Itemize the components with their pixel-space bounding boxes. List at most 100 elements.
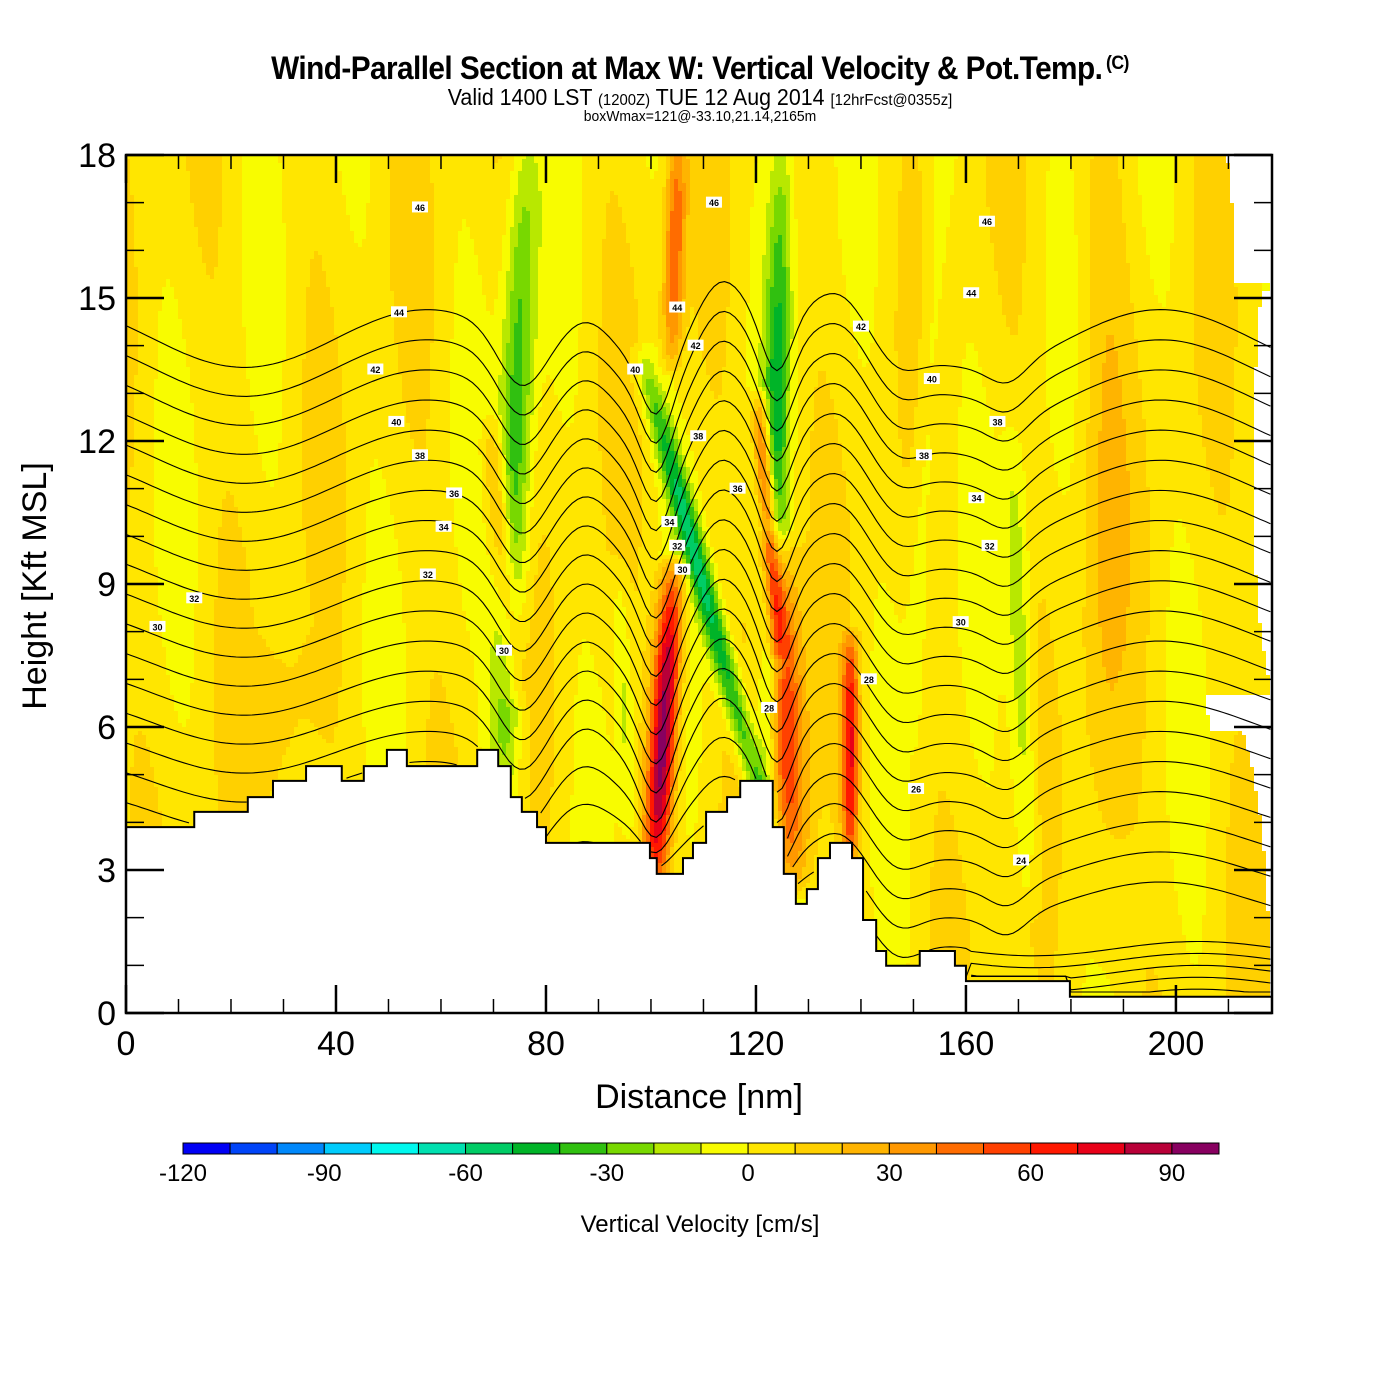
w-cell [134, 231, 198, 235]
w-cell [134, 255, 202, 259]
w-cell [486, 303, 494, 307]
w-cell [654, 371, 662, 375]
w-cell [670, 191, 674, 195]
w-cell [770, 171, 786, 175]
w-cell [686, 255, 730, 259]
w-cell [538, 163, 582, 167]
w-cell [1086, 539, 1098, 543]
w-cell [502, 251, 510, 255]
w-cell [654, 175, 666, 179]
w-cell [798, 371, 818, 375]
w-cell [262, 467, 278, 471]
w-cell [286, 307, 306, 311]
w-cell [158, 311, 178, 315]
w-cell [126, 447, 134, 451]
w-cell [1050, 411, 1074, 415]
w-cell [282, 391, 302, 395]
w-cell [782, 479, 786, 483]
w-cell [682, 155, 686, 159]
w-cell [254, 427, 282, 431]
w-cell [458, 247, 474, 251]
w-cell [686, 419, 750, 423]
w-cell [514, 367, 522, 371]
w-cell [782, 339, 786, 343]
w-cell [1026, 507, 1086, 511]
w-cell [774, 487, 778, 491]
w-cell [510, 411, 522, 415]
w-cell [730, 263, 750, 267]
w-cell [450, 355, 502, 359]
w-cell [546, 375, 550, 379]
w-cell [642, 523, 658, 527]
w-cell [250, 395, 282, 399]
w-cell [582, 319, 602, 323]
w-cell [730, 235, 750, 239]
w-cell [518, 239, 530, 243]
w-cell [450, 423, 482, 427]
w-cell [514, 279, 530, 283]
w-cell [798, 407, 814, 411]
w-cell [782, 487, 786, 491]
w-cell [694, 491, 702, 495]
w-cell [618, 203, 662, 207]
w-cell [506, 519, 510, 523]
w-cell [834, 159, 878, 163]
w-cell [958, 155, 986, 159]
w-cell [994, 255, 1026, 259]
w-cell [730, 191, 754, 195]
w-cell [770, 335, 774, 339]
w-cell [430, 375, 450, 379]
w-cell [398, 351, 430, 355]
w-cell [1234, 351, 1258, 355]
w-cell [686, 199, 690, 203]
w-cell [914, 427, 958, 431]
w-cell [726, 311, 746, 315]
w-cell [770, 367, 782, 371]
w-cell [666, 471, 678, 475]
w-cell [286, 263, 310, 267]
w-cell [766, 411, 770, 415]
w-cell [686, 271, 730, 275]
w-cell [282, 175, 342, 179]
w-cell [762, 303, 766, 307]
w-cell [1090, 255, 1126, 259]
w-cell [1074, 223, 1090, 227]
w-cell [758, 491, 762, 495]
w-cell [346, 195, 370, 199]
w-cell [678, 327, 682, 331]
w-cell [786, 219, 790, 223]
w-cell [158, 331, 182, 335]
w-cell [510, 459, 522, 463]
w-cell [1194, 247, 1234, 251]
w-cell [1174, 195, 1194, 199]
w-cell [986, 167, 1026, 171]
w-cell [670, 259, 678, 263]
w-cell [1134, 331, 1194, 335]
w-cell [1078, 331, 1090, 335]
w-cell [710, 535, 758, 539]
w-cell [878, 203, 898, 207]
w-cell [674, 439, 678, 443]
w-cell [670, 275, 678, 279]
w-cell [698, 479, 754, 483]
w-cell [766, 359, 770, 363]
w-cell [502, 155, 514, 159]
w-cell [1026, 259, 1046, 263]
w-cell [666, 315, 678, 319]
w-cell [958, 415, 990, 419]
w-cell [726, 359, 746, 363]
w-cell [222, 215, 242, 219]
w-cell [674, 527, 678, 531]
w-cell [662, 539, 674, 543]
w-cell [362, 239, 390, 243]
w-cell [286, 311, 306, 315]
w-cell [538, 283, 582, 287]
w-cell [302, 419, 342, 423]
w-cell [1194, 343, 1238, 347]
w-cell [666, 159, 670, 163]
w-cell [286, 267, 310, 271]
w-cell [1118, 351, 1138, 355]
w-cell [542, 195, 582, 199]
w-cell [582, 211, 606, 215]
w-cell [154, 491, 198, 495]
